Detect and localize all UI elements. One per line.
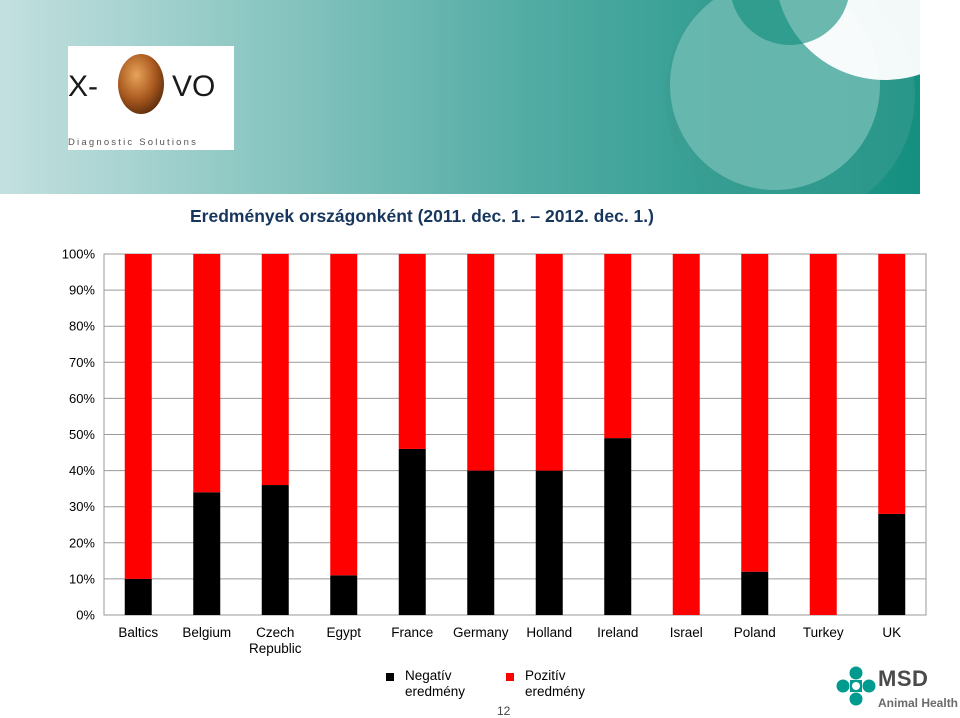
x-tick-label: Egypt [326, 625, 361, 640]
msd-emblem-icon [836, 666, 876, 706]
y-tick-label: 30% [69, 499, 95, 514]
legend-item-positive: Pozitív eredmény [506, 668, 605, 700]
bar-positive [878, 254, 906, 514]
legend-label-positive: Pozitív eredmény [525, 668, 586, 699]
bar-negative [261, 485, 289, 615]
y-tick-label: 0% [76, 608, 95, 623]
logo-text-left: X- [68, 70, 98, 103]
bar-negative [741, 571, 769, 615]
bar-negative [604, 438, 632, 615]
header-banner [0, 0, 960, 197]
x-tick-label: Belgium [182, 625, 231, 640]
y-tick-label: 90% [69, 283, 95, 298]
legend-swatch-negative [386, 673, 394, 681]
bar-positive [261, 254, 289, 486]
x-tick-label: Turkey [803, 625, 844, 640]
x-tick-label: Germany [453, 625, 509, 640]
bar-positive [124, 254, 152, 579]
bar-negative [193, 492, 221, 615]
x-tick-label: France [391, 625, 433, 640]
logo-tagline: Diagnostic Solutions [68, 137, 198, 148]
page-number: 12 [497, 704, 511, 718]
plot-area [103, 253, 927, 616]
bar-negative [878, 513, 906, 615]
bar-positive [535, 254, 563, 471]
x-tick-label: Ireland [597, 625, 638, 640]
bar-positive [398, 254, 426, 449]
bar-positive [467, 254, 495, 471]
x-tick-label: Israel [670, 625, 703, 640]
bar-positive [193, 254, 221, 493]
bar-positive [809, 254, 837, 615]
y-tick-label: 100% [62, 247, 96, 262]
x-tick-label: Poland [734, 625, 776, 640]
msd-logo: MSD Animal Health [834, 662, 960, 717]
y-tick-label: 70% [69, 355, 95, 370]
bar-positive [330, 254, 358, 576]
y-tick-label: 10% [69, 571, 95, 586]
bar-negative [398, 448, 426, 615]
legend-swatch-positive [506, 673, 514, 681]
xovo-logo: X- VO Diagnostic Solutions [68, 46, 234, 150]
x-tick-label: Holland [526, 625, 572, 640]
egg-icon [118, 54, 164, 114]
msd-brand: MSD [878, 666, 929, 691]
bar-negative [124, 578, 152, 615]
y-tick-label: 20% [69, 535, 95, 550]
legend-label-negative: Negatív eredmény [405, 668, 466, 699]
bar-positive [741, 254, 769, 572]
y-tick-label: 80% [69, 319, 95, 334]
y-tick-label: 40% [69, 463, 95, 478]
x-tick-label: Czech [256, 625, 294, 640]
x-tick-label: Republic [249, 641, 302, 656]
y-tick-label: 60% [69, 391, 95, 406]
y-tick-label: 50% [69, 427, 95, 442]
bar-positive [604, 254, 632, 439]
x-tick-label: Baltics [118, 625, 158, 640]
bar-positive [672, 254, 700, 615]
x-tick-label: UK [882, 625, 901, 640]
logo-text-right: VO [172, 70, 215, 103]
legend-item-negative: Negatív eredmény [386, 668, 485, 700]
msd-brand-sub: Animal Health [878, 696, 959, 710]
stacked-bar-chart: 0% 10% 20% 30% 40% 50% 60% 70% 80% 90% 100% Baltics… [62, 247, 927, 656]
bar-negative [535, 470, 563, 615]
bar-negative [330, 575, 358, 615]
slide-title: Eredmények országonként (2011. dec. 1. –… [190, 206, 654, 226]
bar-negative [467, 470, 495, 615]
